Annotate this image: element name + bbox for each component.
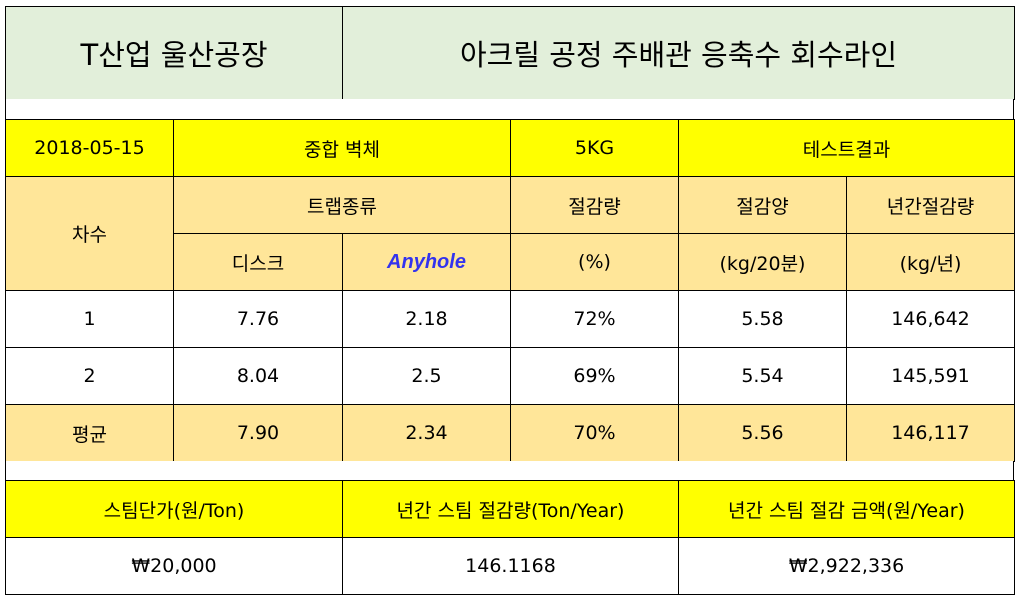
kg20-unit: (kg/20분) [678, 233, 847, 291]
summary-table: 스팀단가(원/Ton) 년간 스팀 절감량(Ton/Year) 년간 스팀 절감… [5, 480, 1015, 595]
rate-cell: 72% [510, 290, 679, 348]
annual-cell: 145,591 [846, 347, 1015, 405]
disk-cell: 7.76 [173, 290, 343, 348]
weight-value: 5KG [510, 119, 679, 177]
percent-unit: (%) [510, 233, 679, 291]
annual-steam-reduction-value: 146.1168 [342, 537, 679, 595]
trap-type-header: 트랩종류 [173, 176, 511, 234]
anyhole-cell: 2.5 [342, 347, 511, 405]
round-cell: 2 [5, 347, 174, 405]
annual-cell: 146,642 [846, 290, 1015, 348]
reduction-rate-header: 절감량 [510, 176, 679, 234]
spacer-1 [5, 99, 1014, 119]
report-sheet: T산업 울산공장 아크릴 공정 주배관 응축수 회수라인 2018-05-15 … [5, 6, 1015, 595]
average-amount: 5.56 [678, 404, 847, 462]
rate-cell: 69% [510, 347, 679, 405]
plant-title: T산업 울산공장 [5, 6, 343, 100]
reduction-amount-header: 절감양 [678, 176, 847, 234]
amount-cell: 5.58 [678, 290, 847, 348]
spacer-2 [5, 461, 1014, 480]
annual-steam-savings-header: 년간 스팀 절감 금액(원/Year) [678, 480, 1015, 538]
annual-steam-savings-value: ₩2,922,336 [678, 537, 1015, 595]
table-row: 1 7.76 2.18 72% 5.58 146,642 [5, 290, 1015, 348]
test-result-table: 2018-05-15 중합 벽체 5KG 테스트결과 차수 트랩종류 절감량 절… [5, 119, 1015, 462]
test-date: 2018-05-15 [5, 119, 174, 177]
round-header: 차수 [5, 176, 174, 291]
annual-reduction-header: 년간절감량 [846, 176, 1015, 234]
average-rate: 70% [510, 404, 679, 462]
average-label: 평균 [5, 404, 174, 462]
kgyear-unit: (kg/년) [846, 233, 1015, 291]
test-result-label: 테스트결과 [678, 119, 1015, 177]
table-row: 2 8.04 2.5 69% 5.54 145,591 [5, 347, 1015, 405]
disk-header: 디스크 [173, 233, 343, 291]
anyhole-cell: 2.18 [342, 290, 511, 348]
line-title: 아크릴 공정 주배관 응축수 회수라인 [342, 6, 1015, 100]
disk-cell: 8.04 [173, 347, 343, 405]
steam-unit-price-header: 스팀단가(원/Ton) [5, 480, 343, 538]
round-cell: 1 [5, 290, 174, 348]
amount-cell: 5.54 [678, 347, 847, 405]
average-row: 평균 7.90 2.34 70% 5.56 146,117 [5, 404, 1015, 462]
title-table: T산업 울산공장 아크릴 공정 주배관 응축수 회수라인 [5, 6, 1015, 100]
average-disk: 7.90 [173, 404, 343, 462]
average-annual: 146,117 [846, 404, 1015, 462]
annual-steam-reduction-header: 년간 스팀 절감량(Ton/Year) [342, 480, 679, 538]
process-name: 중합 벽체 [173, 119, 511, 177]
anyhole-header: Anyhole [342, 233, 511, 291]
average-anyhole: 2.34 [342, 404, 511, 462]
steam-unit-price-value: ₩20,000 [5, 537, 343, 595]
